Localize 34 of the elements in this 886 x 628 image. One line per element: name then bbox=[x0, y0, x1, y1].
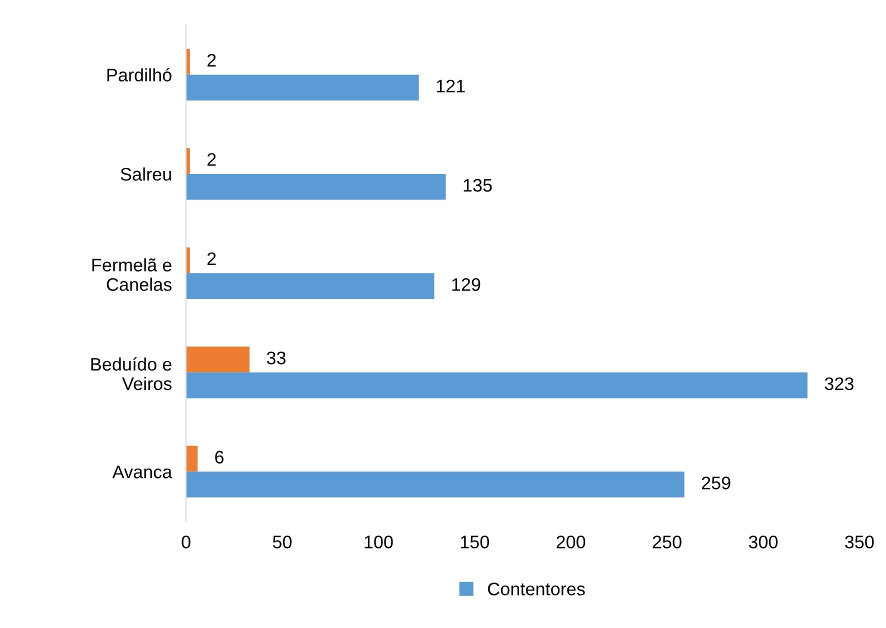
bar bbox=[186, 247, 190, 274]
data-label: 129 bbox=[452, 278, 480, 291]
x-tick-label: 150 bbox=[460, 536, 489, 548]
data-label: 259 bbox=[702, 476, 730, 490]
x-tick-label: 300 bbox=[748, 536, 778, 548]
bar bbox=[186, 472, 684, 498]
bar bbox=[186, 48, 190, 75]
y-tick-label: Beduído e Veiros bbox=[91, 357, 172, 390]
bar bbox=[186, 74, 419, 101]
x-tick-label: 0 bbox=[182, 536, 190, 548]
x-tick-label: 50 bbox=[272, 536, 292, 548]
legend-label: Contentores bbox=[488, 582, 585, 596]
data-label: 2 bbox=[207, 153, 216, 166]
x-tick-label: 350 bbox=[845, 536, 874, 548]
bar bbox=[186, 273, 434, 299]
x-tick-label: 100 bbox=[364, 536, 393, 548]
bar bbox=[186, 372, 808, 398]
bar bbox=[186, 174, 446, 200]
x-tick-label: 200 bbox=[556, 536, 586, 548]
data-label: 33 bbox=[266, 352, 286, 364]
data-label: 2 bbox=[207, 54, 216, 66]
bar bbox=[186, 148, 190, 174]
y-tick-label: Salreu bbox=[120, 167, 171, 181]
bar bbox=[186, 346, 250, 372]
y-tick-label: Pardilhó bbox=[107, 68, 172, 82]
y-tick-label: Fermelã e Canelas bbox=[92, 258, 172, 291]
data-label: 2 bbox=[207, 252, 216, 265]
data-label: 135 bbox=[464, 178, 492, 192]
bar bbox=[186, 446, 198, 472]
data-label: 6 bbox=[215, 450, 224, 464]
x-tick-label: 250 bbox=[652, 536, 682, 548]
data-label: 121 bbox=[436, 80, 465, 92]
data-label: 323 bbox=[824, 377, 854, 390]
y-tick-label: Avanca bbox=[112, 466, 172, 478]
